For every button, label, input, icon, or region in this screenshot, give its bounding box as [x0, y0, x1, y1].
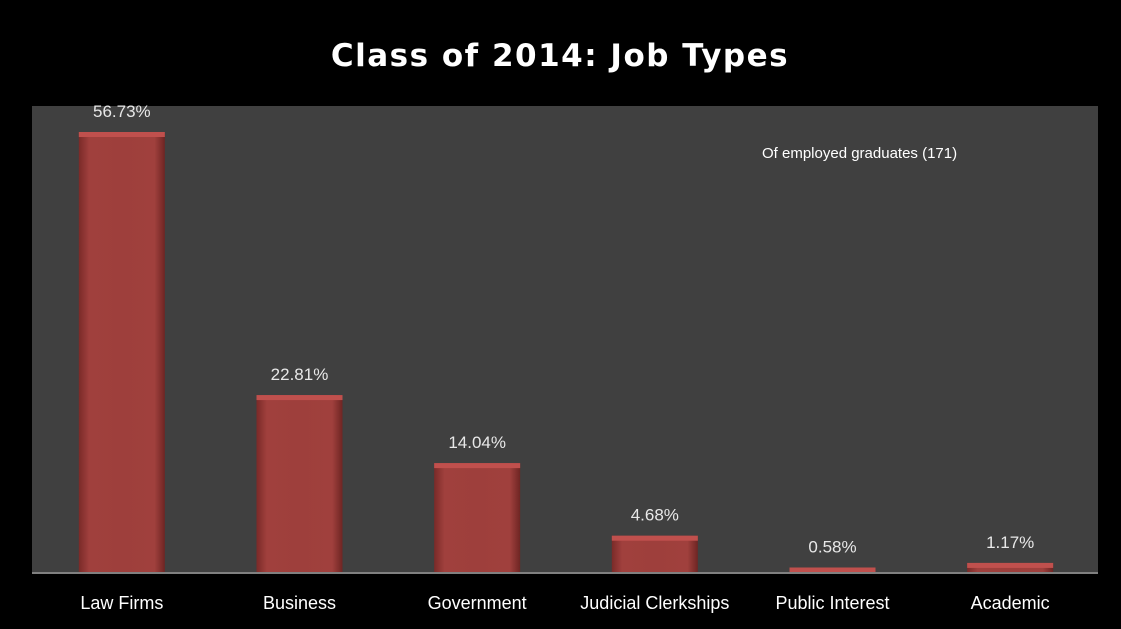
bar — [611, 535, 698, 572]
x-tick-label: Public Interest — [775, 593, 889, 613]
x-tick-label: Government — [428, 593, 527, 613]
x-tick-labels-layer: Law Firms Business Government Judicial Cler… — [80, 593, 1049, 613]
bar-top-bevel — [256, 395, 343, 401]
bar — [78, 132, 165, 572]
plot-area — [32, 106, 1098, 573]
data-label: 56.73% — [93, 102, 151, 121]
bar — [256, 395, 343, 572]
bar-top-bevel — [611, 535, 698, 541]
chart-annotation: Of employed graduates (171) — [762, 145, 957, 162]
chart-title: Class of 2014: Job Types — [331, 38, 789, 74]
data-label: 14.04% — [448, 433, 506, 452]
bar-top-bevel — [967, 562, 1054, 568]
data-label: 0.58% — [808, 538, 856, 557]
data-label: 22.81% — [271, 365, 329, 384]
x-tick-label: Academic — [971, 593, 1050, 613]
bar-top-bevel — [789, 567, 876, 572]
data-label: 4.68% — [631, 506, 679, 525]
data-labels-layer: 56.73% 22.81% 14.04% 4.68% 0.58% 1.17% — [93, 102, 1034, 557]
x-tick-label: Judicial Clerkships — [580, 593, 729, 613]
bar — [434, 463, 521, 572]
bar-top-bevel — [434, 463, 521, 469]
bars-layer — [78, 132, 1054, 572]
data-label: 1.17% — [986, 533, 1034, 552]
x-tick-label: Business — [263, 593, 336, 613]
x-tick-label: Law Firms — [80, 593, 163, 613]
bar-top-bevel — [78, 132, 165, 137]
